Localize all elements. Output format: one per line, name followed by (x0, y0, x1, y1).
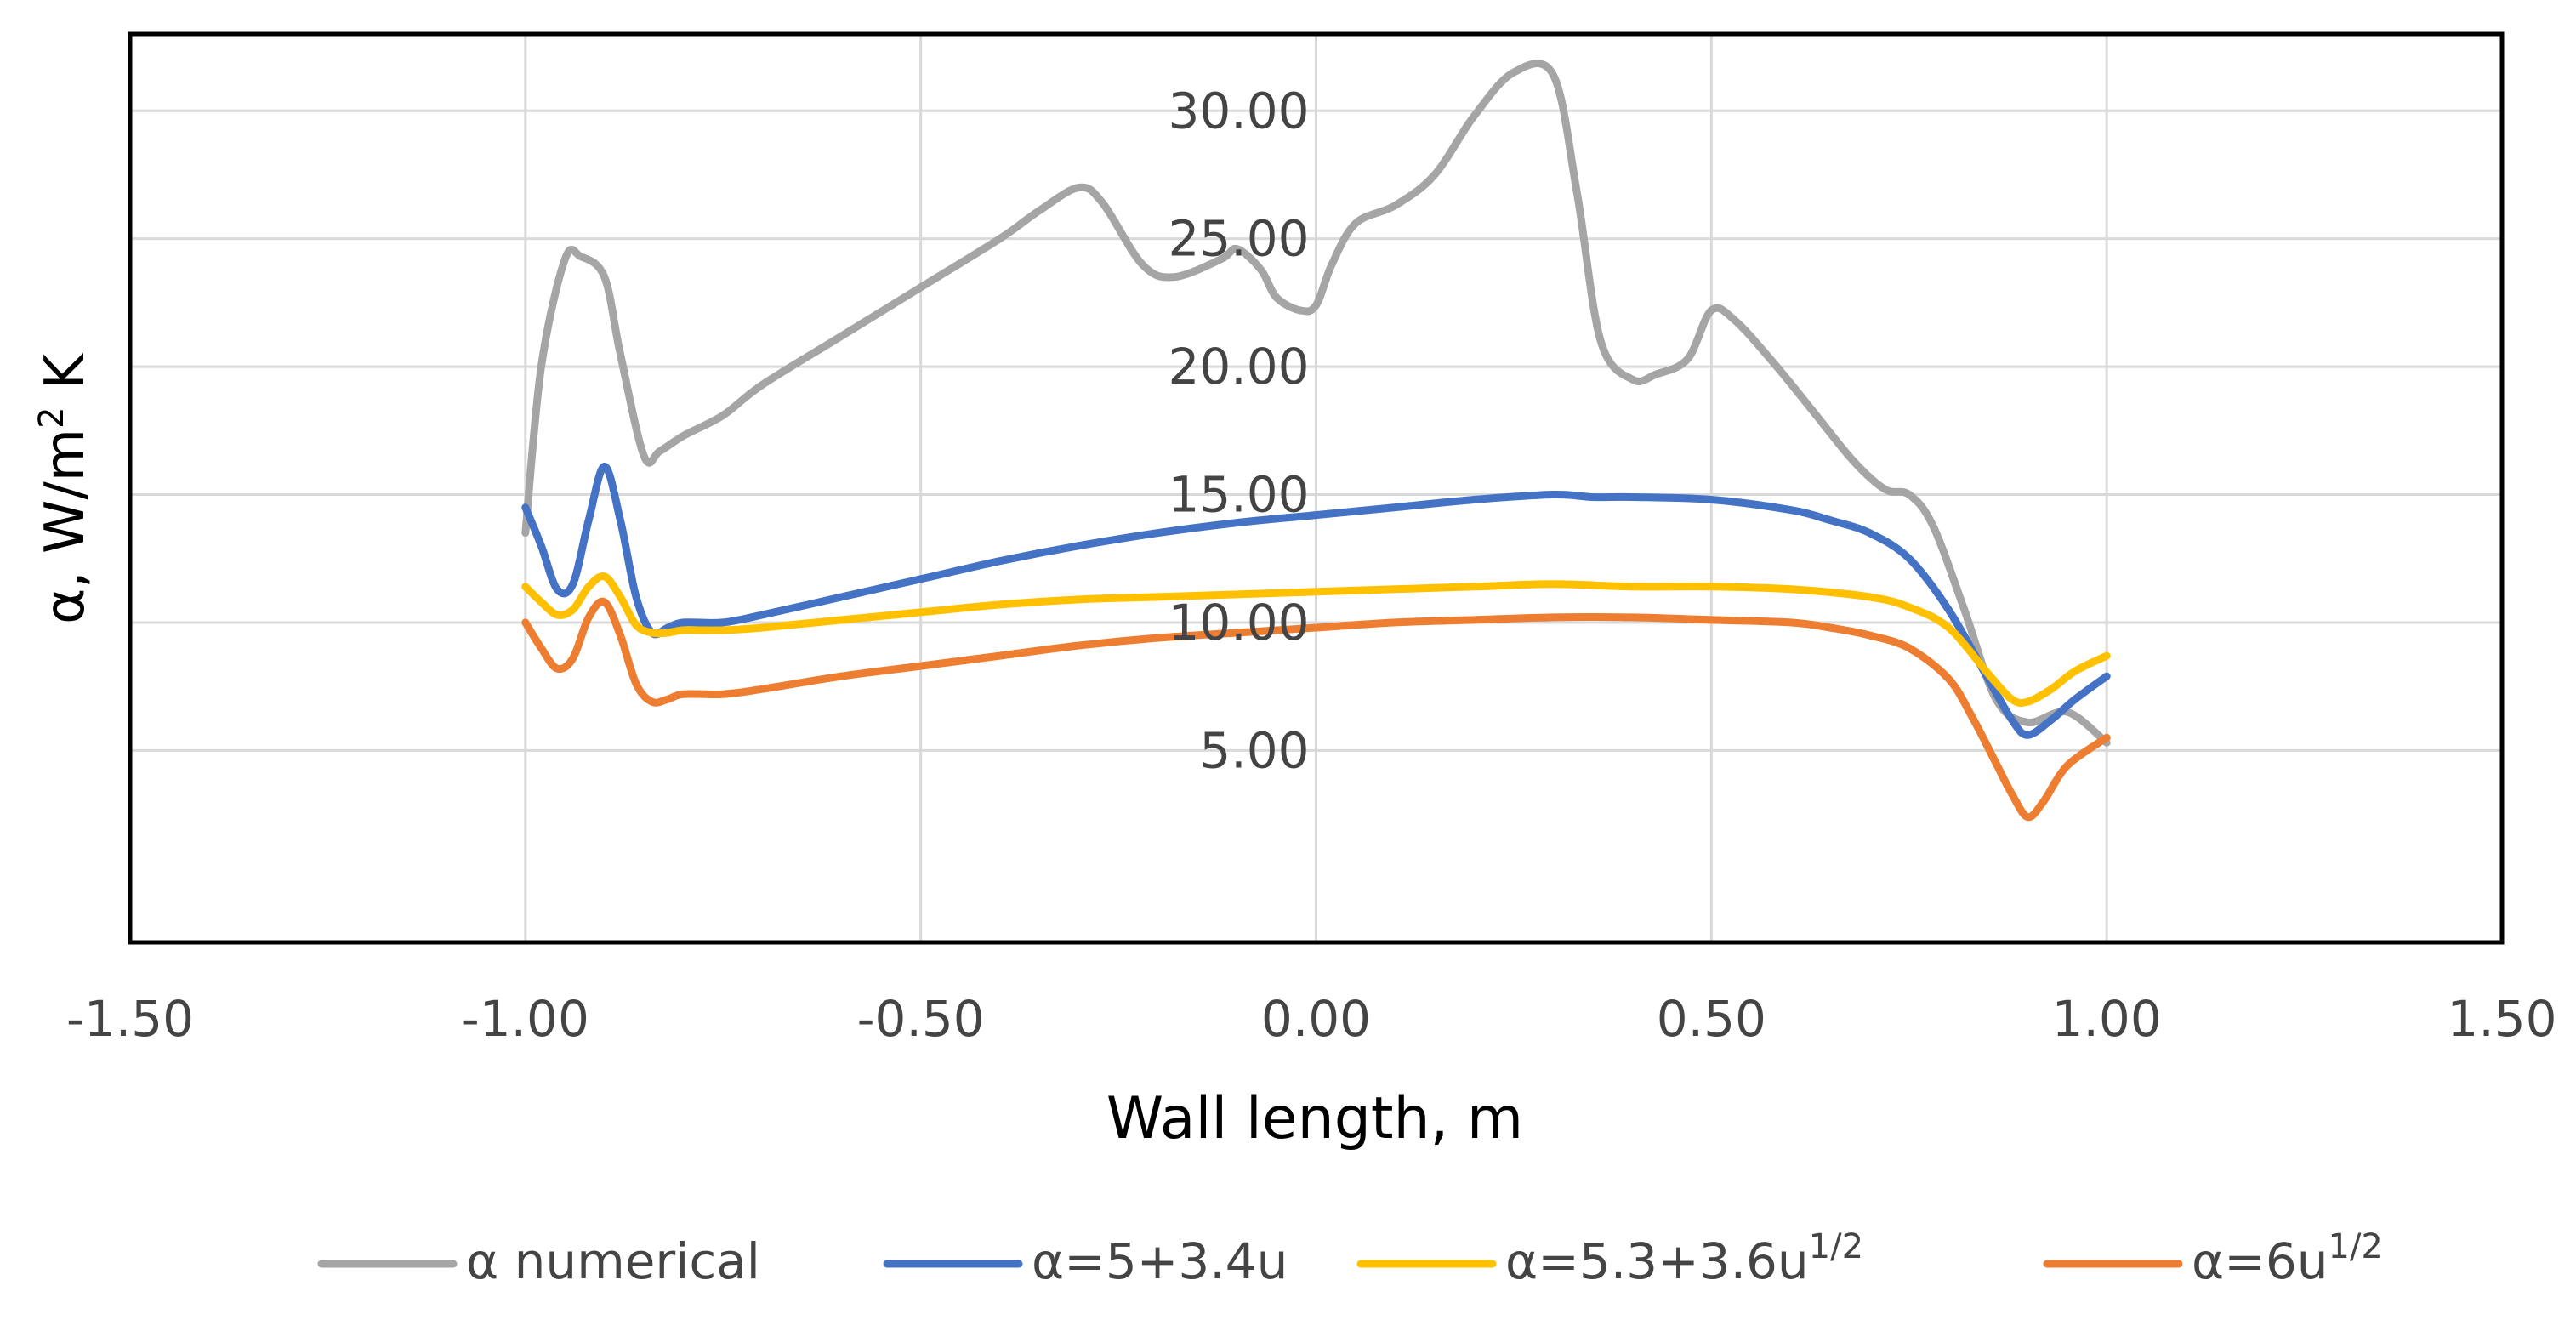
y-axis-ticks: 5.00 10.00 15.00 20.00 25.00 30.00 (1168, 82, 1309, 779)
legend-label-main: α numerical (466, 1232, 760, 1290)
legend: α numerical α=5+3.4u α=5.3+3.6u1/2 α=6u1/2 (317, 1227, 2383, 1290)
x-tick-label: 0.50 (1657, 990, 1766, 1048)
series-line-4 (521, 597, 2111, 822)
y-tick-label: 15.00 (1168, 466, 1309, 524)
series-line-2 (521, 462, 2111, 739)
legend-item: α=5.3+3.6u1/2 (1356, 1227, 1863, 1290)
x-tick-label: 0.00 (1261, 990, 1371, 1048)
x-tick-label: -1.00 (462, 990, 589, 1048)
x-axis-label: Wall length, m (1106, 1085, 1523, 1152)
y-axis-label-sup: 2 (32, 407, 71, 428)
y-tick-label: 10.00 (1168, 594, 1309, 651)
y-tick-label: 30.00 (1168, 82, 1309, 139)
legend-label: α=5+3.4u (1032, 1232, 1288, 1290)
y-axis-label-main: α, W/m (34, 429, 97, 624)
x-tick-label: -1.50 (66, 990, 194, 1048)
x-tick-label: 1.00 (2052, 990, 2162, 1048)
y-tick-label: 5.00 (1199, 721, 1309, 779)
x-tick-label: -0.50 (857, 990, 985, 1048)
y-axis-label-tail: K (34, 352, 97, 407)
legend-item: α=5+3.4u (883, 1232, 1288, 1290)
plot-frame (128, 31, 2505, 945)
legend-label-sup: 1/2 (2329, 1227, 2383, 1266)
x-tick-label: 1.50 (2447, 990, 2556, 1048)
y-tick-label: 25.00 (1168, 210, 1309, 268)
legend-item: α=6u1/2 (2043, 1227, 2383, 1290)
legend-label: α=6u1/2 (2192, 1227, 2383, 1290)
series-line-3 (521, 572, 2111, 708)
legend-label: α=5.3+3.6u1/2 (1505, 1227, 1863, 1290)
legend-label-main: α=6u (2192, 1232, 2329, 1290)
y-tick-label: 20.00 (1168, 338, 1309, 395)
legend-label: α numerical (466, 1232, 760, 1290)
legend-label-main: α=5.3+3.6u (1505, 1232, 1809, 1290)
series-line-1 (521, 60, 2111, 747)
series-lines (521, 60, 2111, 822)
x-axis-ticks: -1.50 -1.00 -0.50 0.00 0.50 1.00 1.50 (66, 990, 2557, 1048)
legend-label-main: α=5+3.4u (1032, 1232, 1288, 1290)
y-axis-label: α, W/m2 K (32, 352, 97, 624)
legend-label-sup: 1/2 (1809, 1227, 1863, 1266)
legend-item: α numerical (317, 1232, 760, 1290)
